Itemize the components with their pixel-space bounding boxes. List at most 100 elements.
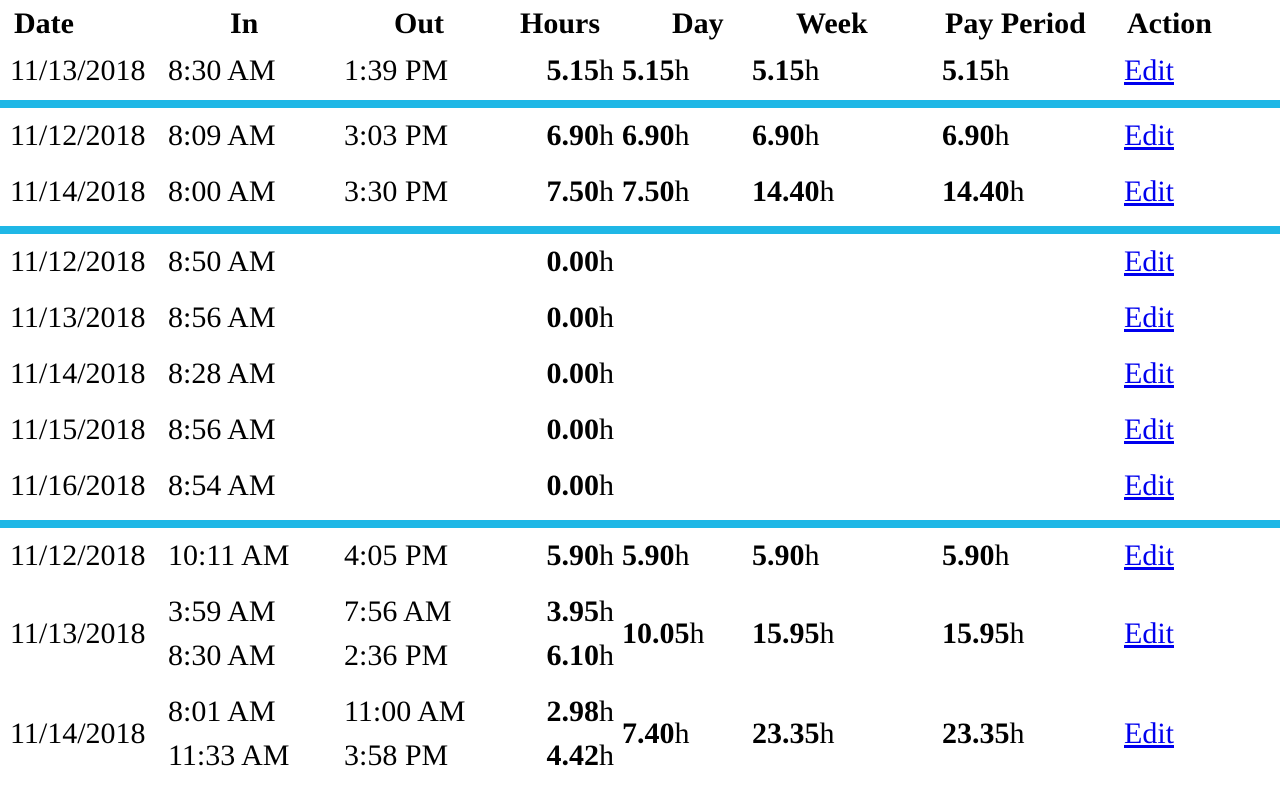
date-cell: 11/16/2018 [10,469,146,502]
date-cell: 11/14/2018 [10,175,146,208]
hours-unit: h [599,357,614,390]
table-row: 11/13/2018 8:30 AM 1:39 PM 5.15h 5.15h 5… [0,48,1280,94]
in-cell: 8:01 AM 11:33 AM [168,684,344,784]
edit-link[interactable]: Edit [1124,357,1174,390]
week-value: 5.15 [752,54,805,87]
table-row: 11/13/2018 3:59 AM 8:30 AM 7:56 AM 2:36 … [0,584,1280,684]
edit-link[interactable]: Edit [1124,539,1174,572]
hours-unit: h [599,469,614,502]
hours-value: 5.90 [546,539,600,572]
pay-period-unit: h [1009,617,1025,650]
action-cell: Edit [1124,458,1280,514]
hours-value: 2.98 [546,695,600,728]
action-cell: Edit [1124,164,1280,220]
day-cell: 5.90h [622,528,752,584]
week-cell: 6.90h [752,108,942,164]
in-time: 3:59 AM [168,595,276,628]
hours-entry: 4.42h [520,734,615,778]
edit-link[interactable]: Edit [1124,54,1174,87]
pay-period-unit: h [1009,717,1025,750]
date-cell: 11/14/2018 [10,717,146,750]
day-value: 6.90 [622,119,675,152]
action-cell: Edit [1124,346,1280,402]
week-value: 6.90 [752,119,805,152]
week-unit: h [819,175,835,208]
date-cell: 11/12/2018 [10,245,146,278]
pay-period-unit: h [994,54,1010,87]
hours-cell: 0.00h [520,402,622,458]
hours-cell: 0.00h [520,234,622,290]
week-cell [752,234,942,290]
week-cell: 5.15h [752,48,942,94]
edit-link[interactable]: Edit [1124,301,1174,334]
out-cell: 4:05 PM [344,539,449,572]
edit-link[interactable]: Edit [1124,617,1174,650]
pay-period-cell: 5.90h [942,528,1124,584]
day-unit: h [674,175,690,208]
hours-cell: 5.15h [520,48,622,94]
date-cell: 11/14/2018 [10,357,146,390]
hours-value: 0.00 [546,469,600,502]
day-unit: h [674,54,690,87]
day-unit: h [674,717,690,750]
day-value: 5.90 [622,539,675,572]
week-cell: 23.35h [752,684,942,784]
edit-link[interactable]: Edit [1124,245,1174,278]
day-cell [622,402,752,458]
date-cell: 11/13/2018 [10,301,146,334]
edit-link[interactable]: Edit [1124,469,1174,502]
header-week: Week [796,7,868,40]
pay-period-cell: 6.90h [942,108,1124,164]
pay-period-value: 15.95 [942,617,1010,650]
header-pay-period: Pay Period [945,7,1086,40]
day-cell: 6.90h [622,108,752,164]
pay-period-cell [942,346,1124,402]
day-value: 7.40 [622,717,675,750]
table-row: 11/12/2018 8:50 AM 0.00h Edit [0,234,1280,290]
table-row: 11/14/2018 8:00 AM 3:30 PM 7.50h 7.50h 1… [0,164,1280,220]
day-cell: 7.40h [622,684,752,784]
edit-link[interactable]: Edit [1124,717,1174,750]
in-cell: 8:56 AM [168,413,276,446]
day-cell: 5.15h [622,48,752,94]
hours-unit: h [599,54,614,87]
day-unit: h [674,119,690,152]
hours-unit: h [599,695,614,728]
edit-link[interactable]: Edit [1124,119,1174,152]
week-value: 15.95 [752,617,820,650]
action-cell: Edit [1124,528,1280,584]
day-value: 10.05 [622,617,690,650]
out-cell: 3:03 PM [344,119,449,152]
week-value: 23.35 [752,717,820,750]
hours-cell: 5.90h [520,528,622,584]
day-cell: 10.05h [622,584,752,684]
week-cell [752,290,942,346]
table-row: 11/14/2018 8:28 AM 0.00h Edit [0,346,1280,402]
in-cell: 8:56 AM [168,301,276,334]
header-hours: Hours [520,7,601,40]
day-cell [622,234,752,290]
edit-link[interactable]: Edit [1124,413,1174,446]
out-cell [344,346,520,402]
table-row: 11/12/2018 10:11 AM 4:05 PM 5.90h 5.90h … [0,528,1280,584]
out-time: 7:56 AM [344,595,452,628]
out-time: 11:00 AM [344,695,466,728]
hours-cell: 0.00h [520,458,622,514]
hours-entry: 3.95h [520,590,615,634]
hours-unit: h [599,739,614,772]
out-cell: 1:39 PM [344,54,449,87]
in-time: 11:33 AM [168,739,290,772]
action-cell: Edit [1124,402,1280,458]
hours-unit: h [599,595,614,628]
table-row: 11/14/2018 8:01 AM 11:33 AM 11:00 AM 3:5… [0,684,1280,784]
edit-link[interactable]: Edit [1124,175,1174,208]
day-value: 5.15 [622,54,675,87]
table-row: 11/16/2018 8:54 AM 0.00h Edit [0,458,1280,514]
in-cell: 8:09 AM [168,119,276,152]
hours-cell: 7.50h [520,164,622,220]
date-cell: 11/12/2018 [10,119,146,152]
date-cell: 11/15/2018 [10,413,146,446]
hours-unit: h [599,301,614,334]
out-time: 2:36 PM [344,639,449,672]
action-cell: Edit [1124,48,1280,94]
